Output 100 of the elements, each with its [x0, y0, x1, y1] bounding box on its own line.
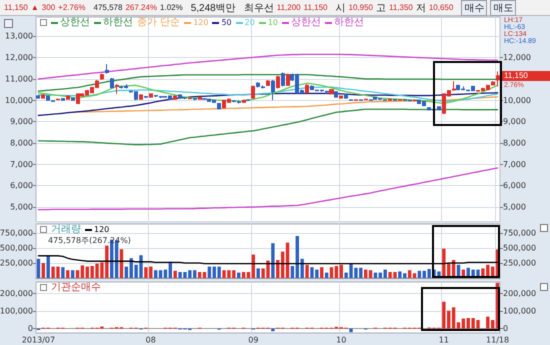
y2-tick-label: 12,000 [503, 53, 531, 62]
candlestick [56, 98, 60, 101]
text: 11,150 [4, 3, 28, 12]
bar [46, 256, 50, 278]
line-series [38, 255, 498, 264]
legend-label: 하한선 [334, 17, 364, 28]
legend-label: 120 [193, 17, 208, 28]
candlestick [242, 99, 246, 104]
text: 11,350 [388, 3, 413, 12]
line-series [38, 54, 498, 80]
candlestick [496, 70, 500, 87]
x-tick-label: 09 [248, 336, 258, 344]
candlestick [339, 95, 343, 100]
bar [320, 267, 324, 278]
y2-tick-label: 6,000 [503, 181, 526, 190]
legend-label: 20 [244, 17, 255, 28]
y2-tick-label: 500,000 [503, 244, 536, 252]
legend-label: 상한선 [60, 17, 90, 28]
legend-label: 50 [221, 17, 232, 28]
line-series [38, 74, 498, 92]
candlestick [369, 98, 373, 102]
legend-title: 종가 단순 [137, 17, 180, 28]
text: 고 [376, 2, 386, 14]
candlestick [149, 92, 153, 98]
x-tick-label: 08 [146, 336, 156, 344]
x-tick-label: 10 [336, 336, 346, 344]
candlestick [251, 85, 255, 100]
y2-tick-label: 750,000 [503, 228, 536, 238]
candlestick [115, 84, 119, 94]
candlestick [105, 63, 109, 74]
legend-label: 10 [268, 17, 278, 28]
candlestick [188, 97, 192, 100]
y2-tick-label: 0 [503, 324, 508, 334]
bar [173, 270, 177, 278]
candlestick [393, 98, 397, 102]
bar [70, 270, 74, 278]
bar [61, 267, 65, 278]
legend-label: 120 [94, 224, 110, 235]
candlestick [66, 95, 70, 100]
text: 5,248백만 [190, 2, 236, 14]
candlestick [359, 98, 363, 102]
bar [271, 328, 275, 332]
candlestick [193, 98, 197, 101]
y-tick-label: 12,000 [5, 53, 33, 62]
y-tick-label: 11,000 [5, 74, 33, 84]
y-tick-label: 500,000 [0, 244, 33, 252]
text: 시 [336, 2, 346, 14]
y2-tick-label: 100,000 [503, 306, 536, 316]
bar [42, 263, 46, 278]
text: 475,578 [94, 3, 122, 12]
text: 매도 [490, 0, 516, 16]
candlestick [41, 94, 45, 100]
candlestick [36, 94, 40, 99]
candlestick [329, 88, 334, 95]
candlestick [349, 98, 353, 102]
text: ▲ [30, 3, 39, 12]
candlestick [334, 90, 338, 98]
y2-tick-label: 250,000 [503, 258, 536, 268]
y2-tick-label: 10,000 [503, 96, 531, 105]
y-tick-label: 7,000 [10, 160, 33, 169]
text: 300 [42, 3, 56, 12]
text: 11,150 [304, 3, 328, 12]
y-tick-label: 5,000 [10, 202, 33, 212]
y2-tick-label: 7,000 [503, 160, 526, 169]
candlestick [76, 92, 80, 104]
line-series [38, 92, 498, 116]
text: 10,650 [428, 3, 454, 12]
bar [236, 272, 240, 278]
y2-tick-label: 200,000 [503, 288, 536, 298]
candlestick [276, 75, 280, 90]
text: 기관순매수 [51, 282, 101, 293]
bar [66, 270, 70, 278]
text: 475,578주(267.24%) [48, 235, 131, 246]
candlestick [344, 92, 348, 100]
candlestick [354, 98, 358, 102]
candlestick [71, 97, 75, 102]
candlestick [139, 94, 143, 100]
text: +2.76% [58, 3, 86, 12]
line-series [38, 86, 498, 102]
text: 최우선 [244, 2, 274, 14]
line-series [38, 167, 498, 210]
text: 1.02% [160, 3, 183, 12]
candlestick [266, 79, 270, 86]
text: 11,150 [502, 70, 550, 81]
candlestick [388, 98, 392, 102]
legend-label: 상한선 [291, 17, 322, 28]
y2-tick-label: 9,000 [503, 117, 526, 126]
text: 10,950 [348, 3, 373, 12]
x-tick-label: 11/18 [486, 336, 510, 344]
candlestick [173, 95, 177, 100]
candlestick [325, 90, 329, 94]
y-tick-label: 9,000 [10, 117, 33, 126]
candlestick [217, 102, 221, 110]
y-tick-label: 250,000 [0, 258, 33, 268]
text: 267.24% [125, 3, 158, 12]
y2-tick-label: 8,000 [503, 138, 526, 148]
y-tick-label: 13,000 [5, 32, 33, 41]
legend-label: 하한선 [103, 17, 133, 28]
text: 저 [416, 2, 426, 14]
candlestick [305, 84, 309, 94]
